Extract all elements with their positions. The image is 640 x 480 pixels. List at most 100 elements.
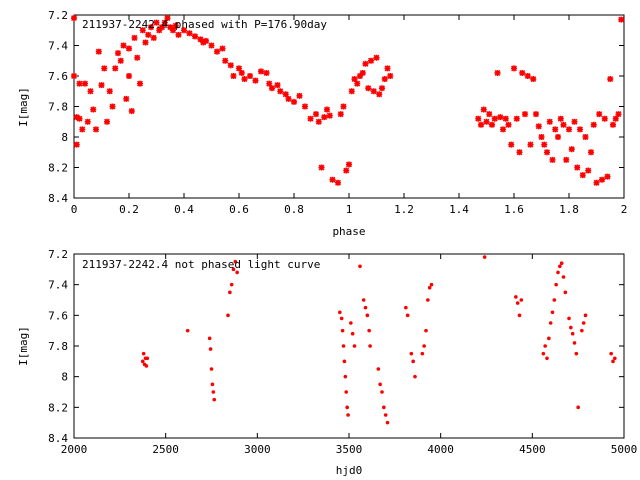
- data-point: [109, 103, 116, 110]
- data-point: [538, 134, 545, 140]
- data-point: [568, 146, 575, 153]
- data-point: [376, 367, 381, 371]
- data-point: [123, 95, 130, 102]
- data-point: [73, 141, 80, 148]
- data-point: [139, 27, 146, 34]
- data-point: [150, 34, 157, 41]
- data-point: [351, 76, 358, 83]
- data-point: [354, 80, 361, 87]
- data-point: [181, 27, 187, 34]
- data-point: [340, 328, 345, 333]
- data-point: [208, 347, 213, 351]
- data-point: [552, 126, 559, 133]
- data-point: [379, 85, 385, 92]
- data-point: [516, 149, 523, 156]
- data-point: [607, 76, 614, 83]
- data-point: [346, 161, 352, 168]
- data-point: [346, 413, 350, 417]
- data-point: [233, 259, 238, 264]
- data-point: [387, 73, 394, 79]
- data-point: [494, 69, 501, 76]
- y-tick-label: 8.2: [48, 162, 68, 175]
- data-point: [429, 282, 434, 287]
- data-point: [219, 45, 226, 52]
- y-tick-label: 7.4: [48, 279, 68, 292]
- data-point: [238, 69, 245, 76]
- data-point: [365, 313, 370, 318]
- data-point: [128, 108, 135, 115]
- data-point: [349, 321, 353, 325]
- data-point: [580, 328, 584, 333]
- x-tick-label: 0: [71, 203, 78, 216]
- data-point: [590, 121, 597, 128]
- data-point: [313, 111, 319, 118]
- x-tick-label: 1.4: [449, 203, 469, 216]
- data-point: [227, 62, 234, 69]
- data-point: [489, 121, 495, 128]
- data-point: [93, 126, 99, 133]
- data-point: [482, 255, 487, 259]
- data-point: [140, 359, 145, 364]
- data-point: [541, 141, 548, 148]
- data-point: [343, 167, 350, 174]
- data-point: [530, 76, 537, 83]
- x-tick-label: 0.4: [174, 203, 194, 216]
- data-point: [329, 176, 336, 183]
- data-point: [426, 298, 430, 302]
- data-point: [318, 164, 325, 171]
- data-point: [381, 76, 388, 83]
- data-point: [475, 115, 482, 122]
- data-point: [376, 91, 383, 98]
- unphased-light-curve-plot: 2000 2500 3000 3500 4000 4500 5000 7.2 7.4 7.6 7.8…: [17, 248, 637, 477]
- y-tick-label: 7.2: [48, 248, 68, 261]
- data-point: [478, 121, 484, 128]
- y-tick-label: 7.6: [48, 70, 68, 83]
- data-point: [277, 88, 284, 95]
- data-point: [214, 48, 220, 55]
- data-point: [378, 382, 382, 387]
- data-point: [363, 305, 368, 310]
- data-point: [112, 65, 119, 72]
- data-point: [71, 73, 77, 79]
- data-point: [413, 374, 417, 379]
- data-point: [570, 331, 575, 336]
- x-tick-label: 3000: [244, 443, 271, 456]
- data-point: [517, 313, 522, 318]
- data-point: [368, 344, 372, 348]
- data-point: [497, 114, 504, 121]
- data-point: [524, 73, 531, 79]
- data-point: [247, 73, 253, 79]
- data-point: [405, 313, 410, 318]
- data-point: [266, 80, 273, 87]
- y-tick-label: 7.8: [48, 340, 68, 353]
- data-point: [98, 82, 105, 89]
- data-point: [79, 126, 86, 133]
- data-point: [161, 19, 168, 26]
- data-point: [307, 115, 314, 122]
- data-point: [263, 69, 270, 76]
- y-tick-label: 7.8: [48, 101, 68, 114]
- data-point: [208, 42, 215, 49]
- data-point: [348, 88, 355, 95]
- x-tick-label: 0.8: [284, 203, 304, 216]
- y-tick-label: 7.6: [48, 309, 68, 322]
- data-point: [341, 344, 346, 348]
- data-point: [563, 156, 570, 163]
- data-point: [134, 54, 141, 61]
- data-point: [368, 57, 374, 64]
- data-point: [207, 336, 212, 341]
- data-point: [514, 295, 518, 299]
- data-point: [483, 118, 490, 125]
- data-point: [559, 261, 564, 266]
- data-point: [324, 106, 330, 113]
- data-point: [337, 111, 344, 118]
- data-point: [546, 118, 553, 125]
- data-point: [543, 344, 547, 348]
- data-point: [352, 344, 357, 348]
- data-point: [519, 69, 526, 76]
- y-tick-label: 8.2: [48, 401, 68, 414]
- data-point: [558, 264, 562, 269]
- data-point: [480, 106, 487, 113]
- data-point: [302, 103, 308, 110]
- x-tick-label: 1.6: [504, 203, 524, 216]
